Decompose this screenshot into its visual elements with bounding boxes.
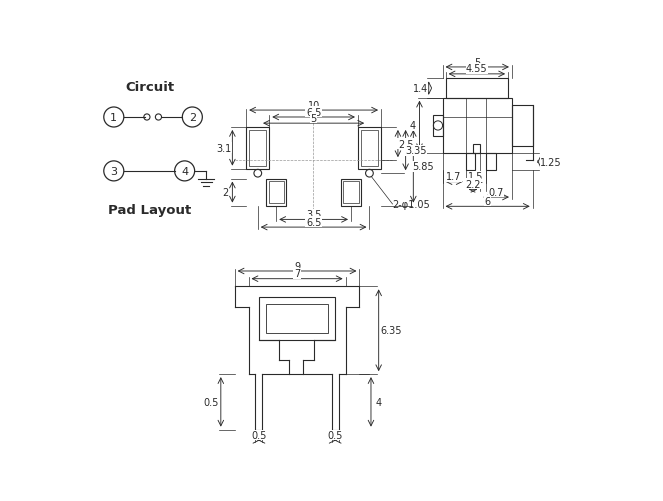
Text: 0.7: 0.7 <box>489 187 504 197</box>
Bar <box>358 128 381 169</box>
Text: 4: 4 <box>410 121 416 131</box>
Bar <box>512 105 532 147</box>
Text: 2: 2 <box>189 113 196 123</box>
Bar <box>267 179 286 206</box>
Text: 3.5: 3.5 <box>306 209 322 219</box>
Bar <box>361 131 378 166</box>
Text: 3.1: 3.1 <box>216 143 231 153</box>
Bar <box>269 181 284 204</box>
Text: 5: 5 <box>474 58 481 68</box>
Text: 1.4: 1.4 <box>412 84 428 94</box>
Bar <box>246 128 269 169</box>
Text: 2: 2 <box>222 188 229 198</box>
Text: Pad Layout: Pad Layout <box>108 203 192 216</box>
Text: 6.5: 6.5 <box>306 217 322 227</box>
Text: 5: 5 <box>310 114 317 124</box>
Text: 7: 7 <box>294 269 300 279</box>
Text: 6: 6 <box>485 196 491 206</box>
Bar <box>443 99 512 154</box>
Bar <box>267 305 328 333</box>
Text: 2.2: 2.2 <box>465 180 481 189</box>
Text: 10: 10 <box>308 101 320 110</box>
Bar <box>434 116 443 137</box>
Text: 1.7: 1.7 <box>446 172 462 182</box>
Bar <box>473 145 480 154</box>
Bar <box>249 131 267 166</box>
Text: 9: 9 <box>294 261 300 271</box>
Bar <box>446 79 508 99</box>
Text: 6.35: 6.35 <box>381 326 402 336</box>
Text: Circuit: Circuit <box>125 81 174 94</box>
Bar <box>487 154 496 171</box>
Text: 4.55: 4.55 <box>466 64 488 74</box>
Bar <box>465 154 475 171</box>
Text: 2.5: 2.5 <box>398 139 413 149</box>
Bar <box>341 179 361 206</box>
Text: 1.25: 1.25 <box>540 157 562 167</box>
Text: 5.85: 5.85 <box>412 162 434 172</box>
Text: 1.5: 1.5 <box>468 172 484 182</box>
Bar <box>259 298 335 340</box>
Text: 0.5: 0.5 <box>251 430 267 440</box>
Text: 3.35: 3.35 <box>405 146 426 156</box>
Text: 2-φ1.05: 2-φ1.05 <box>392 199 430 209</box>
Text: 6.5: 6.5 <box>306 107 322 117</box>
Text: 0.5: 0.5 <box>328 430 343 440</box>
Text: 0.5: 0.5 <box>203 397 219 407</box>
Text: 1: 1 <box>110 113 117 123</box>
Bar <box>343 181 359 204</box>
Text: 4: 4 <box>376 397 382 407</box>
Text: 3: 3 <box>110 166 117 176</box>
Text: 4: 4 <box>181 166 188 176</box>
